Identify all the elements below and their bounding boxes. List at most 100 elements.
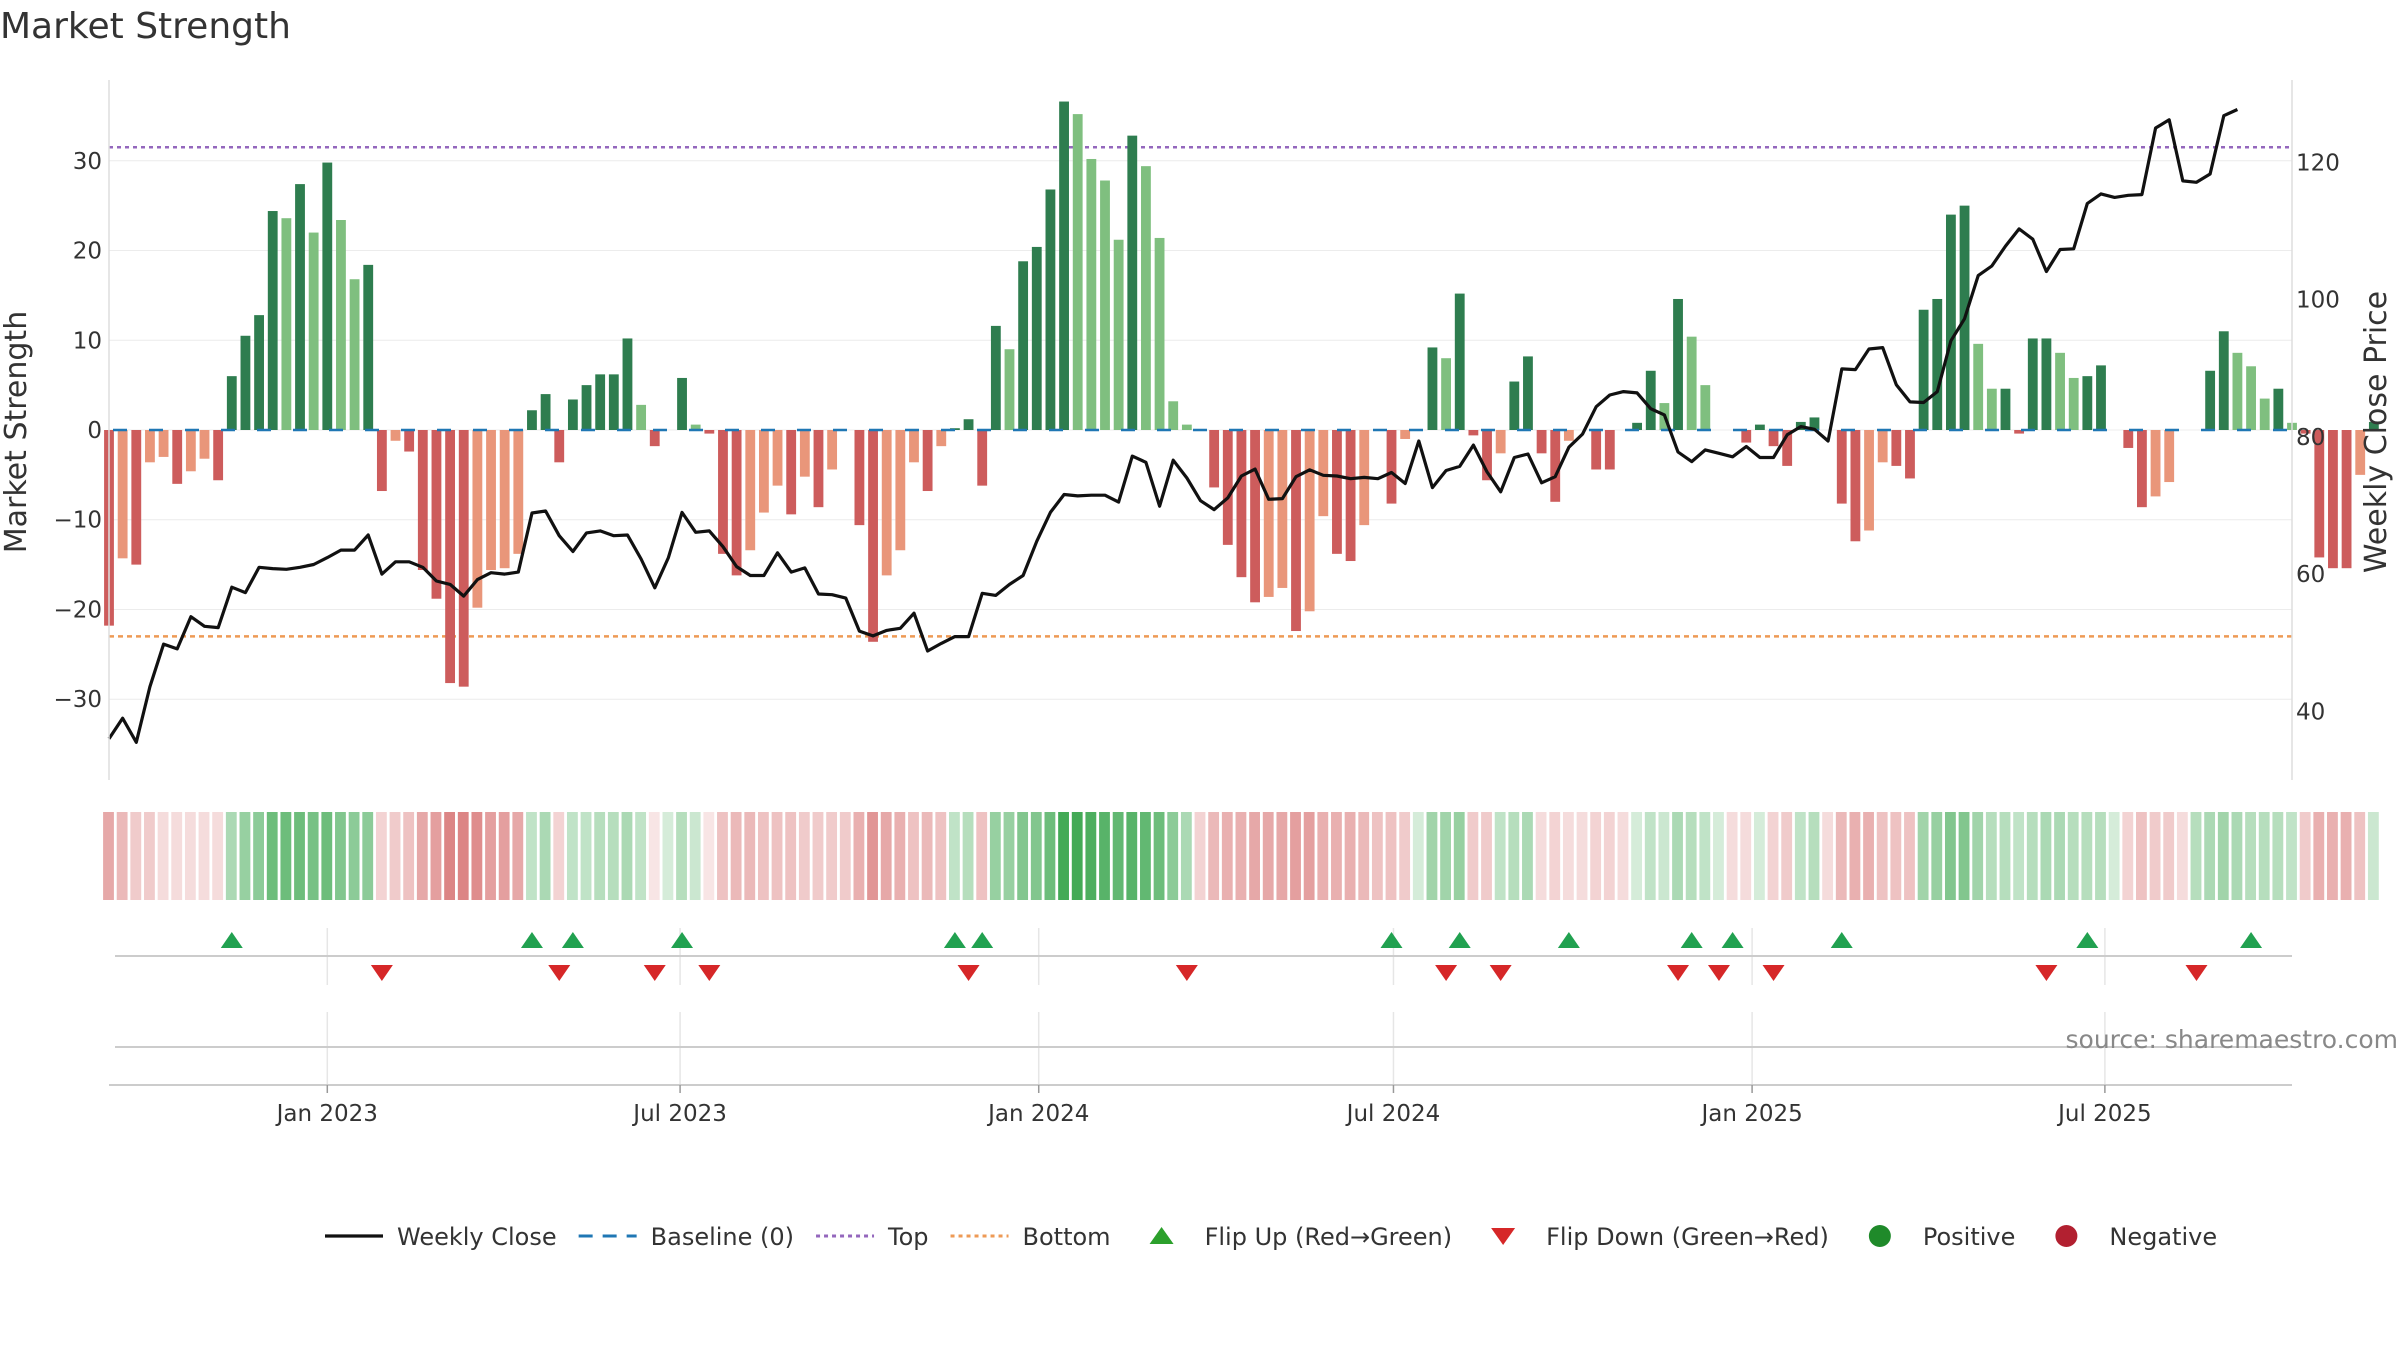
strength-bar [226,376,237,430]
strength-bar [199,430,210,459]
axes [108,80,2293,1086]
legend-label: Baseline (0) [651,1223,794,1251]
heat-cell [880,812,892,900]
strength-bar [1768,430,1779,447]
heat-cell [839,812,851,900]
strength-bar [1113,239,1124,430]
strength-bar [827,430,838,470]
heat-cell [1549,812,1561,900]
strength-bar [1645,370,1656,430]
heat-cell [430,812,442,900]
heat-cell [1958,812,1970,900]
legend-item: Bottom [950,1223,1111,1251]
flip-up-marker [943,932,966,948]
heat-cell [539,812,551,900]
heat-cell [1603,812,1615,900]
legend-triangle-down-icon [1491,1228,1516,1245]
heat-cell [1767,812,1779,900]
heat-cell [1317,812,1329,900]
heat-cell [389,812,401,900]
heat-cell [1003,812,1015,900]
heat-cell [1508,812,1520,900]
strength-bar [308,232,319,430]
heat-cell [1985,812,1997,900]
flip-down-marker [1762,965,1785,981]
strength-bar [1181,424,1192,430]
strength-bar [704,430,715,434]
strength-bar [1905,430,1915,479]
x-tick-label: Jan 2025 [1699,1101,1802,1127]
x-tick-label: Jul 2023 [631,1101,727,1127]
flip-up-marker [1448,932,1471,948]
heat-cell [1112,812,1124,900]
strength-bar [322,162,333,431]
heat-cell [335,812,346,900]
strength-bar [172,430,183,484]
legend-item: Positive [1868,1223,2015,1251]
heat-cell [1153,812,1165,900]
strength-bar [2041,338,2052,430]
strength-bar [1441,358,1451,430]
heat-cell [2067,812,2079,900]
heat-cell [239,812,251,900]
heat-cell [1385,812,1397,900]
heat-cell [1849,812,1861,900]
heat-cell [1358,812,1370,900]
flip-up-marker [520,932,543,948]
heat-cell [785,812,797,900]
strength-bar [2328,430,2338,569]
strength-bar [1345,430,1356,562]
flip-up-marker [1721,932,1744,948]
flip-up-marker [1380,932,1403,948]
heat-cell [798,812,810,900]
heat-cell [730,812,742,900]
heat-cell [553,812,565,900]
strength-bar [431,430,442,599]
strength-bar [1127,135,1138,430]
strength-bar [786,430,797,515]
legend-label: Weekly Close [397,1223,557,1251]
flip-up-marker [1557,932,1580,948]
strength-bar [1482,430,1492,481]
heat-cell [1194,812,1206,900]
heat-cell [253,812,264,900]
strength-bar [1236,430,1247,578]
strength-bar [1741,430,1752,443]
strength-bar [1454,293,1465,430]
heat-cell [1590,812,1602,900]
flip-down-marker [370,965,393,981]
strength-bar [1836,430,1847,504]
heat-cell [116,812,128,900]
heat-cell [512,812,524,900]
heat-cell [594,812,606,900]
strength-bar [909,430,919,463]
strength-bar [2068,377,2079,430]
y-tick-labels: −30 −20 −10 0 10 20 30 [53,149,102,713]
heat-cell [212,812,224,900]
heat-cell [2122,812,2134,900]
heat-cell [375,812,387,900]
strength-bar [799,430,810,477]
strength-bar [1673,298,1683,430]
strength-bar [772,430,783,486]
heat-cell [1290,812,1301,900]
heat-cell [757,812,769,900]
strength-bar [2300,430,2311,434]
strength-bar [2314,430,2325,558]
strength-bar [2355,430,2366,475]
strength-bar [1031,246,1042,430]
strength-bar [349,279,360,430]
strength-bar [1591,430,1602,470]
heat-cell [1740,812,1752,900]
heat-cell [1221,812,1233,900]
heat-cell [1944,812,1956,900]
strength-bar [1222,430,1233,545]
flip-markers [115,932,2292,981]
heat-cell [1658,812,1670,900]
heat-cell [1276,812,1288,900]
strength-bar [718,430,728,554]
heat-cell [1399,812,1411,900]
strength-bar [1018,261,1029,430]
strength-bar [540,394,551,430]
strength-bar [977,430,988,486]
